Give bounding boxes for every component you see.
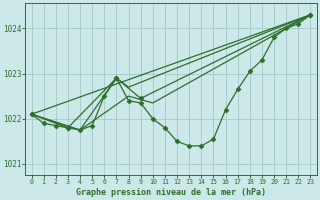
X-axis label: Graphe pression niveau de la mer (hPa): Graphe pression niveau de la mer (hPa) xyxy=(76,188,266,197)
